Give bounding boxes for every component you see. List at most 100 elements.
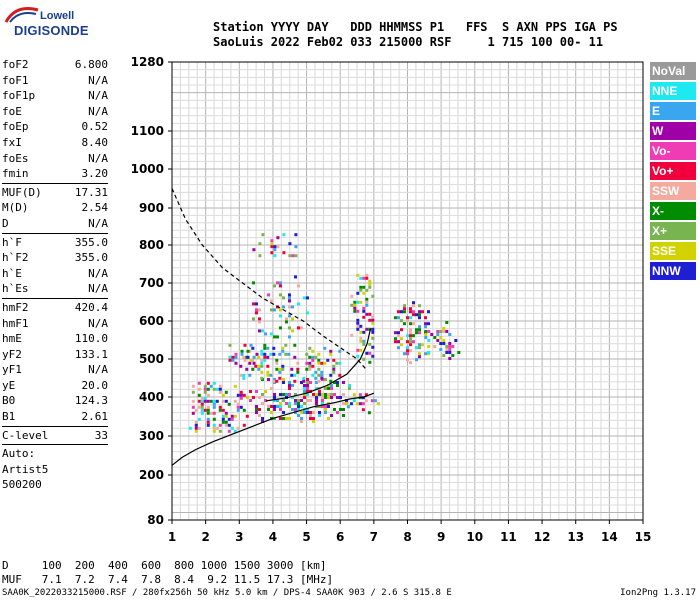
echo-point [448, 348, 452, 351]
echo-point [296, 361, 300, 365]
param-key: foF1 [2, 73, 29, 87]
echo-point [342, 408, 345, 411]
echo-point [231, 355, 235, 359]
echo-point [309, 414, 312, 417]
echo-point [246, 396, 249, 399]
echo-point [312, 417, 315, 420]
echo-point [350, 333, 354, 337]
echo-point [348, 384, 351, 387]
echo-point [297, 402, 300, 405]
echo-point [336, 411, 339, 414]
echo-point [448, 333, 452, 336]
echo-point [273, 335, 276, 339]
echo-point [430, 333, 434, 336]
x-tick-label: 11 [500, 530, 517, 544]
echo-point [448, 351, 452, 354]
legend-entry: SSE [650, 242, 696, 260]
echo-point [282, 417, 285, 420]
echo-point [352, 393, 356, 397]
param-value: N/A [88, 216, 108, 230]
echo-point [406, 346, 409, 350]
echo-point [367, 411, 371, 415]
echo-point [359, 300, 363, 304]
echo-point [212, 381, 216, 385]
param-value: 2.61 [81, 410, 109, 424]
echo-point [234, 355, 238, 359]
x-tick-label: 14 [601, 530, 618, 544]
echo-point [424, 316, 427, 320]
echo-point [359, 276, 363, 280]
echo-point [200, 402, 204, 406]
echo-point [239, 393, 243, 397]
echo-point [317, 361, 321, 365]
echo-point [281, 346, 285, 350]
echo-point [240, 349, 244, 353]
echo-point [302, 376, 306, 380]
echo-point [332, 367, 336, 371]
echo-point [373, 399, 377, 403]
echo-point [448, 357, 452, 360]
echo-point [227, 423, 231, 427]
echo-point [365, 351, 369, 355]
echo-point [252, 396, 255, 399]
echo-point [278, 376, 282, 380]
echo-point [406, 334, 409, 338]
echo-point [191, 399, 195, 403]
echo-point [362, 342, 366, 346]
echo-point [279, 326, 282, 330]
echo-point [191, 390, 195, 394]
echo-point [427, 322, 430, 326]
echo-point [251, 346, 255, 350]
echo-point [355, 402, 359, 406]
echo-point [239, 396, 243, 400]
echo-point [333, 381, 336, 384]
echo-point [203, 390, 207, 394]
echo-point [266, 373, 270, 377]
echo-point [233, 399, 237, 403]
echo-point [249, 390, 252, 393]
echo-point [261, 329, 264, 333]
x-tick-label: 5 [302, 530, 310, 544]
echo-point [252, 355, 256, 359]
legend-entry: X- [650, 202, 696, 220]
trace-curve [171, 392, 375, 466]
echo-point [209, 384, 213, 388]
echo-point [197, 399, 201, 403]
echo-point [409, 349, 412, 353]
echo-point [206, 393, 210, 397]
echo-point [212, 423, 216, 427]
echo-point [371, 321, 375, 325]
x-tick-label: 1 [168, 530, 176, 544]
echo-point [412, 334, 415, 338]
echo-point [314, 355, 318, 359]
legend-entry: X+ [650, 222, 696, 240]
echo-point [349, 402, 353, 406]
param-row: fxI 8.40 [2, 135, 108, 151]
echo-point [206, 408, 210, 412]
echo-point [412, 340, 415, 344]
echo-point [288, 417, 291, 420]
echo-point [415, 328, 418, 332]
echo-point [260, 349, 264, 353]
echo-point [330, 414, 333, 417]
echo-point [359, 336, 363, 340]
echo-point [356, 309, 360, 313]
echo-point [371, 318, 375, 322]
echo-point [231, 358, 235, 362]
echo-point [267, 293, 270, 297]
echo-point [306, 390, 309, 393]
echo-point [261, 417, 264, 420]
param-row: yF2 133.1 [2, 347, 108, 363]
echo-point [242, 408, 246, 412]
param-value: 355.0 [74, 235, 108, 249]
echo-point [305, 352, 309, 356]
echo-point [406, 358, 409, 362]
echo-point [327, 417, 330, 420]
echo-point [436, 339, 440, 342]
echo-point [368, 279, 372, 283]
param-key: hmF1 [2, 316, 29, 330]
echo-point [397, 340, 400, 344]
x-tick-label: 2 [201, 530, 209, 544]
x-tick-label: 7 [370, 530, 378, 544]
echo-point [406, 316, 409, 320]
